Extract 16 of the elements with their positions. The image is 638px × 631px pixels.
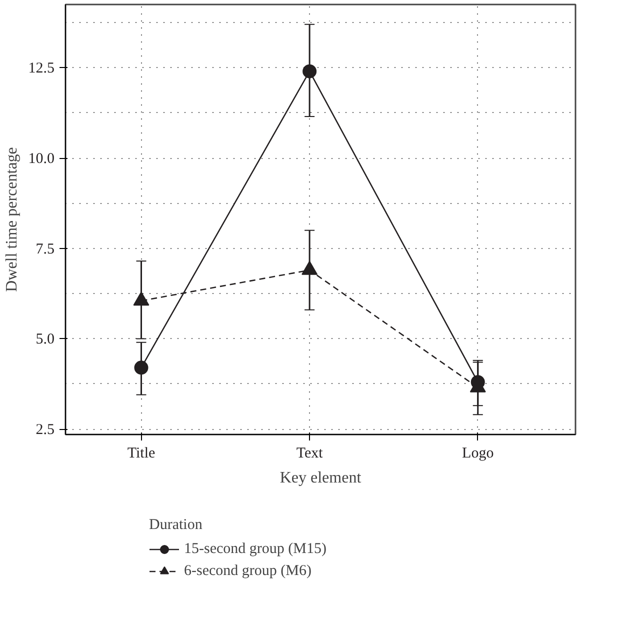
- legend-label: 6-second group (M6): [184, 562, 312, 580]
- y-tick-label: 10.0: [28, 151, 54, 168]
- y-tick-label: 7.5: [36, 241, 54, 258]
- y-tick-label: 5.0: [36, 332, 54, 348]
- x-tick-label: Text: [296, 446, 324, 462]
- point: [302, 64, 317, 78]
- y-axis-title: Dwell time percentage: [3, 147, 20, 292]
- x-tick-label: Logo: [462, 446, 494, 462]
- legend-label: 15-second group (M15): [184, 540, 326, 558]
- point: [302, 260, 318, 275]
- point: [133, 292, 150, 306]
- y-tick-label: 2.5: [36, 422, 54, 438]
- legend-title: Duration: [149, 517, 204, 534]
- y-tick-label: 12.5: [28, 60, 54, 77]
- x-tick-label: Title: [127, 446, 156, 462]
- x-axis-title: Key element: [280, 470, 362, 486]
